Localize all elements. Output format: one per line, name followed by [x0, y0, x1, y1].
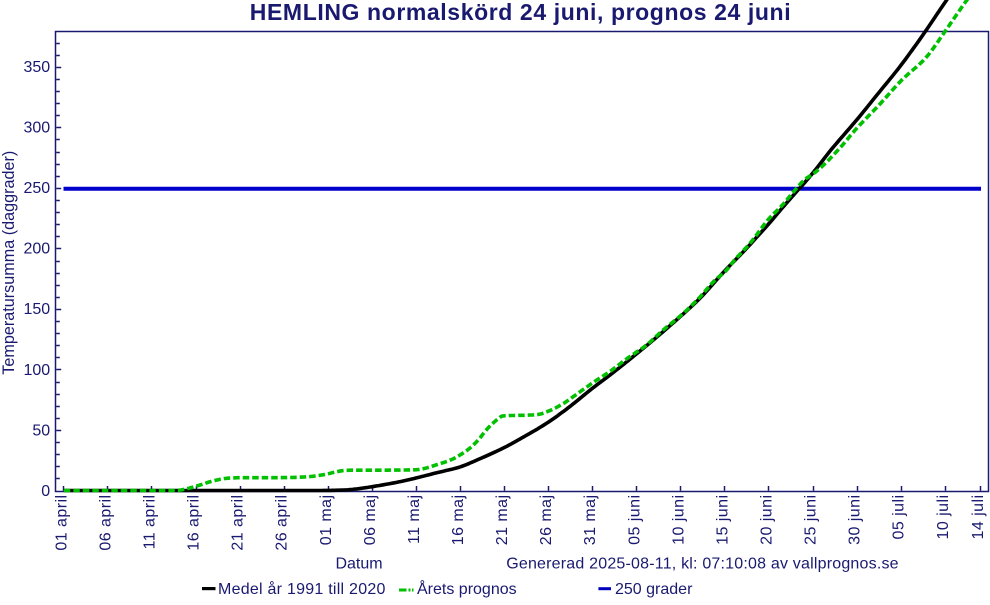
- svg-text:30 juni: 30 juni: [847, 495, 864, 545]
- svg-text:Genererad 2025-08-11, kl: 07:1: Genererad 2025-08-11, kl: 07:10:08 av va…: [506, 556, 899, 573]
- svg-text:100: 100: [23, 362, 50, 379]
- svg-text:15 juni: 15 juni: [714, 495, 731, 545]
- svg-text:25 juni: 25 juni: [803, 495, 820, 545]
- svg-text:11 april: 11 april: [141, 495, 158, 550]
- svg-text:250: 250: [23, 180, 50, 197]
- svg-text:11 maj: 11 maj: [406, 495, 423, 545]
- svg-text:06 maj: 06 maj: [362, 495, 379, 546]
- svg-text:10 juni: 10 juni: [670, 495, 687, 545]
- svg-text:10 juli: 10 juli: [935, 495, 952, 540]
- svg-text:14 juli: 14 juli: [970, 495, 987, 540]
- svg-text:Medel år 1991 till 2020: Medel år 1991 till 2020: [218, 580, 386, 598]
- svg-text:26 april: 26 april: [274, 495, 291, 551]
- svg-text:Datum: Datum: [335, 556, 382, 573]
- svg-text:50: 50: [32, 422, 50, 439]
- svg-text:21 april: 21 april: [230, 495, 247, 551]
- svg-text:16 maj: 16 maj: [450, 495, 467, 546]
- svg-text:31 maj: 31 maj: [582, 495, 599, 546]
- svg-text:300: 300: [23, 120, 50, 137]
- svg-text:26 maj: 26 maj: [538, 495, 555, 546]
- svg-text:16 april: 16 april: [186, 495, 203, 551]
- svg-text:05 juni: 05 juni: [626, 495, 643, 545]
- svg-text:06 april: 06 april: [97, 495, 114, 551]
- svg-text:20 juni: 20 juni: [759, 495, 776, 545]
- svg-text:150: 150: [23, 301, 50, 318]
- svg-text:Årets prognos: Årets prognos: [417, 579, 517, 598]
- svg-text:HEMLING normalskörd 24 juni, p: HEMLING normalskörd 24 juni, prognos 24 …: [250, 0, 791, 25]
- svg-text:250 grader: 250 grader: [615, 581, 693, 598]
- svg-text:200: 200: [23, 241, 50, 258]
- svg-text:05 juli: 05 juli: [891, 495, 908, 540]
- svg-text:01 april: 01 april: [53, 495, 70, 551]
- svg-text:0: 0: [41, 483, 50, 500]
- svg-text:Temperatursumma (daggrader): Temperatursumma (daggrader): [0, 151, 18, 375]
- svg-text:350: 350: [23, 59, 50, 76]
- svg-text:01 maj: 01 maj: [318, 495, 335, 546]
- svg-text:21 maj: 21 maj: [494, 494, 511, 545]
